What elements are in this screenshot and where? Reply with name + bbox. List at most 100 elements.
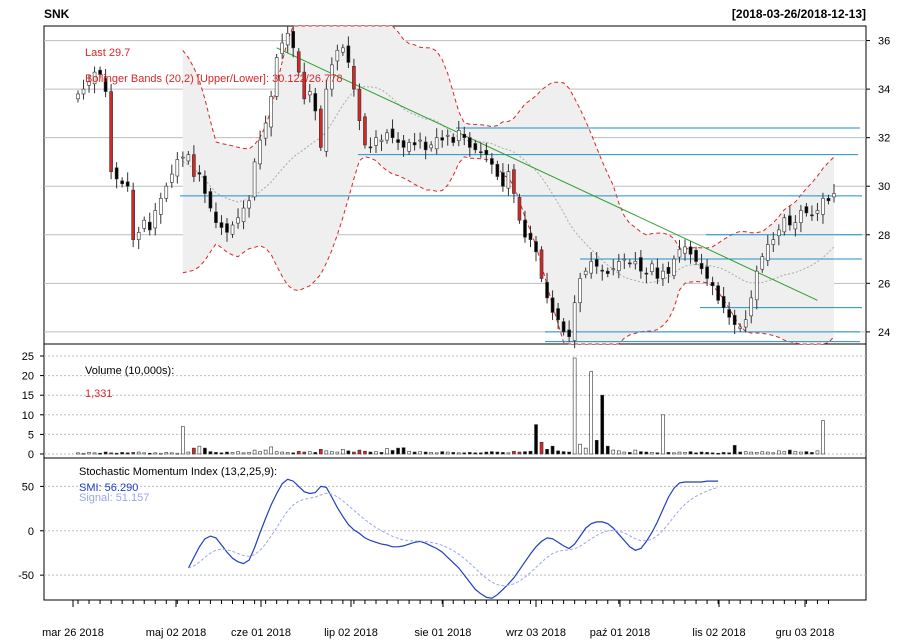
volume-bar (335, 451, 340, 455)
volume-bar (760, 451, 765, 455)
volume-bar (341, 448, 345, 455)
candle-body (319, 108, 323, 148)
candle-body (738, 326, 742, 329)
volume-bar (628, 452, 632, 455)
volume-bar (330, 451, 334, 455)
price-tick-label: 36 (878, 36, 890, 48)
smi-line (187, 478, 719, 599)
candle-body (765, 244, 770, 261)
candle-body (826, 198, 831, 202)
volume-bar (716, 452, 720, 455)
trendline (276, 47, 818, 301)
volume-bar (81, 452, 86, 455)
volume-bar (611, 449, 616, 455)
price-tick-label: 24 (878, 327, 890, 339)
signal-line (188, 486, 719, 587)
volume-bar (120, 452, 124, 455)
volume-panel-frame (43, 343, 867, 459)
candle-body (655, 267, 660, 279)
candle-body (561, 321, 566, 333)
candle-body (754, 270, 759, 301)
volume-bar (368, 451, 373, 455)
candle-body (236, 217, 240, 224)
candle-body (346, 45, 351, 63)
candle-body (699, 263, 704, 270)
candle-body (153, 210, 158, 229)
volume-bar (181, 426, 185, 455)
volume-bar (92, 452, 97, 455)
bollinger-fill (182, 26, 835, 344)
candle-body (307, 91, 312, 96)
candle-body (197, 172, 202, 175)
trendline-line (276, 47, 818, 301)
candle-body (788, 215, 792, 226)
signal-value-label: Signal: 51.157 (79, 492, 149, 504)
bollinger-lower (182, 156, 835, 345)
volume-bar (307, 451, 312, 455)
volume-bar (556, 450, 560, 455)
candle-body (484, 149, 489, 155)
candle-body (114, 167, 119, 180)
volume-tick-label: 10 (22, 410, 34, 422)
volume-bar (296, 450, 301, 455)
candle-body (512, 169, 516, 194)
candle-body (87, 81, 91, 86)
x-tick-label: maj 02 2018 (146, 627, 207, 639)
volume-tick-label: 0 (28, 449, 34, 461)
smi-tick-label: 0 (28, 526, 34, 538)
candle-body (727, 309, 731, 318)
volume-bar (274, 451, 279, 455)
volume-bar (622, 451, 627, 455)
volume-bar (319, 448, 323, 455)
candle-body (539, 249, 544, 279)
candle-body (208, 191, 213, 209)
volume-bar (782, 451, 787, 455)
candle-body (252, 161, 257, 198)
candle-body (639, 257, 643, 272)
price-tick-label: 26 (878, 278, 890, 290)
volume-bar (539, 441, 544, 455)
volume-bar (357, 449, 362, 455)
candle-body (363, 116, 367, 146)
x-tick-label: gru 03 2018 (776, 627, 835, 639)
x-axis-labels: mar 26 2018 maj 02 2018 cze 01 2018 lip 02 … (42, 600, 834, 639)
volume-bar (291, 452, 296, 455)
volume-bar (688, 451, 693, 455)
volume-bar (666, 452, 671, 455)
candle-body (324, 88, 329, 152)
candle-body (241, 207, 246, 222)
candle-body (341, 47, 345, 53)
candle-body (721, 296, 726, 308)
volume-bar (225, 451, 229, 455)
volume-bar (241, 452, 246, 455)
candle-body (793, 222, 798, 230)
x-tick-label: cze 01 2018 (231, 627, 291, 639)
candle-body (782, 217, 787, 233)
candle-body (821, 198, 825, 215)
bollinger-bands (182, 25, 835, 345)
candle-body (385, 132, 389, 141)
candle-body (203, 175, 207, 194)
candle-body (103, 78, 108, 92)
volume-bar (605, 445, 610, 455)
candle-body (594, 259, 599, 267)
volume-bar (153, 452, 158, 455)
volume-bar (125, 452, 130, 455)
candle-body (694, 249, 698, 262)
volume-bar (633, 449, 638, 455)
candle-body (815, 210, 820, 214)
candle-body (473, 143, 478, 151)
candle-body (528, 233, 533, 240)
candle-body (578, 278, 582, 304)
volume-bar (401, 447, 406, 455)
candle-body (456, 130, 461, 141)
x-tick-label: mar 26 2018 (42, 627, 104, 639)
candle-body (131, 189, 135, 240)
volume-bar (572, 357, 577, 455)
candle-body (683, 246, 687, 254)
volume-bar (109, 452, 113, 455)
bollinger-upper (182, 25, 835, 250)
volume-tick-label: 15 (22, 390, 34, 402)
candle-body (677, 249, 682, 258)
candle-body (192, 154, 196, 177)
